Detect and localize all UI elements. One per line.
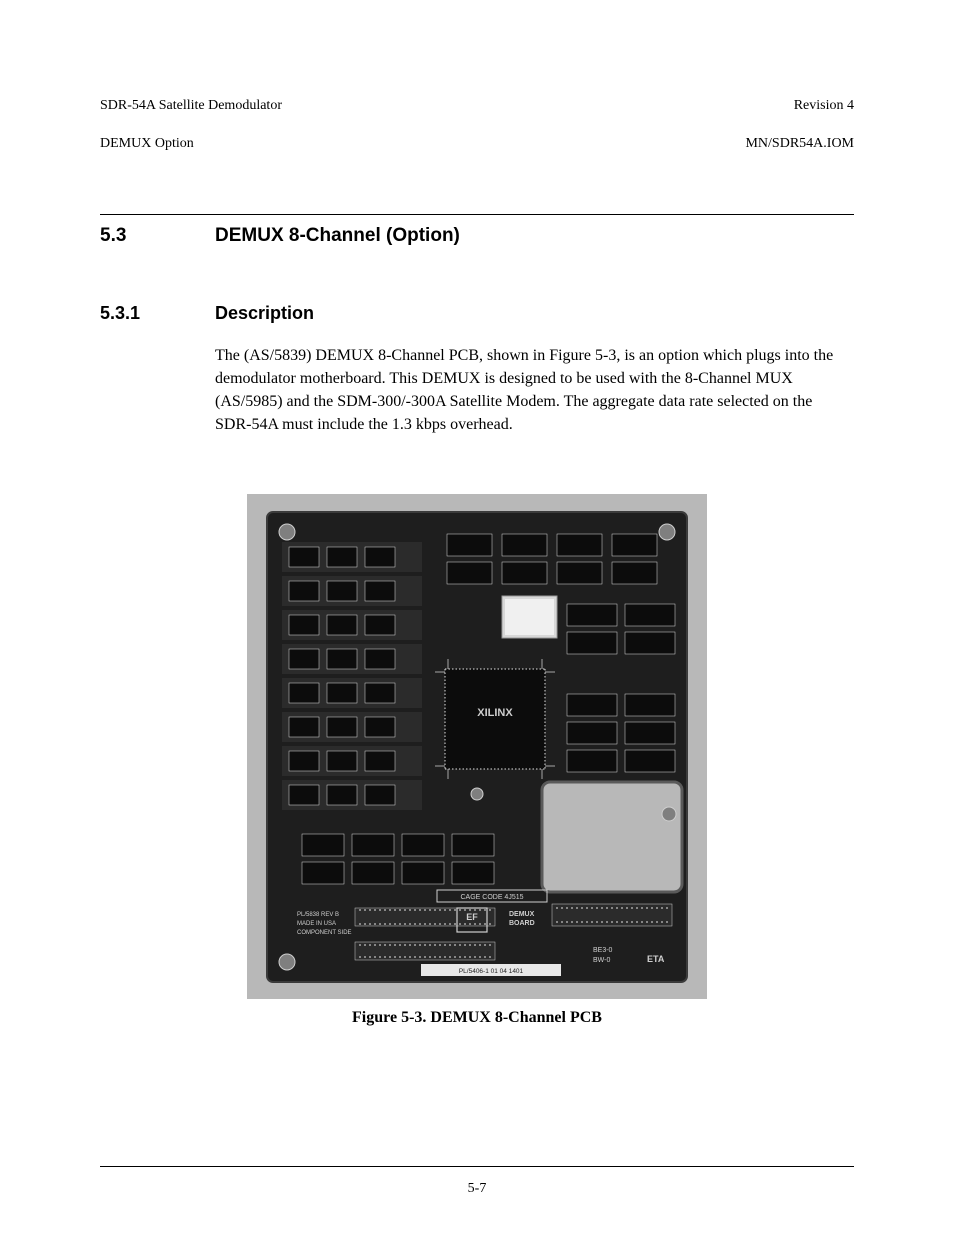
document-page: SDR-54A Satellite Demodulator DEMUX Opti…: [0, 0, 954, 1235]
subsection-title: Description: [215, 303, 314, 324]
section-number: 5.3: [100, 225, 215, 247]
header-right: Revision 4 MN/SDR54A.IOM: [745, 78, 854, 154]
figure-caption: Figure 5-3. DEMUX 8-Channel PCB: [100, 1009, 854, 1027]
pcb-photo: XILINX CAGE CODE 4J515: [247, 494, 707, 999]
chip-label: XILINX: [477, 707, 513, 719]
header-right-line2: MN/SDR54A.IOM: [745, 136, 854, 151]
header-left-line2: DEMUX Option: [100, 136, 194, 151]
svg-text:BE3-0: BE3-0: [593, 947, 613, 954]
svg-text:MADE IN USA: MADE IN USA: [297, 921, 336, 927]
board-title-line2: BOARD: [509, 920, 535, 927]
header-right-line1: Revision 4: [794, 98, 854, 113]
section-title: DEMUX 8-Channel (Option): [215, 225, 460, 247]
svg-text:PL/5406-1 01 04 1401: PL/5406-1 01 04 1401: [459, 968, 524, 975]
page-header: SDR-54A Satellite Demodulator DEMUX Opti…: [100, 78, 854, 154]
subsection-number: 5.3.1: [100, 303, 215, 324]
footer-rule: [100, 1166, 854, 1167]
cage-code-label: CAGE CODE 4J515: [460, 894, 523, 901]
subsection-heading: 5.3.1 Description: [100, 303, 854, 324]
header-left: SDR-54A Satellite Demodulator DEMUX Opti…: [100, 78, 282, 154]
header-rule: [100, 214, 854, 215]
svg-text:BW-0: BW-0: [593, 957, 610, 964]
svg-text:ETA: ETA: [647, 954, 665, 964]
description-paragraph: The (AS/5839) DEMUX 8-Channel PCB, shown…: [215, 344, 835, 437]
svg-text:COMPONENT SIDE: COMPONENT SIDE: [297, 930, 352, 936]
svg-text:EF: EF: [466, 912, 478, 922]
figure: XILINX CAGE CODE 4J515: [100, 494, 854, 1027]
page-number: 5-7: [0, 1181, 954, 1197]
board-title-line1: DEMUX: [509, 911, 535, 918]
svg-text:PL/5838 REV B: PL/5838 REV B: [297, 912, 339, 918]
section-heading: 5.3 DEMUX 8-Channel (Option): [100, 225, 854, 247]
header-left-line1: SDR-54A Satellite Demodulator: [100, 98, 282, 113]
